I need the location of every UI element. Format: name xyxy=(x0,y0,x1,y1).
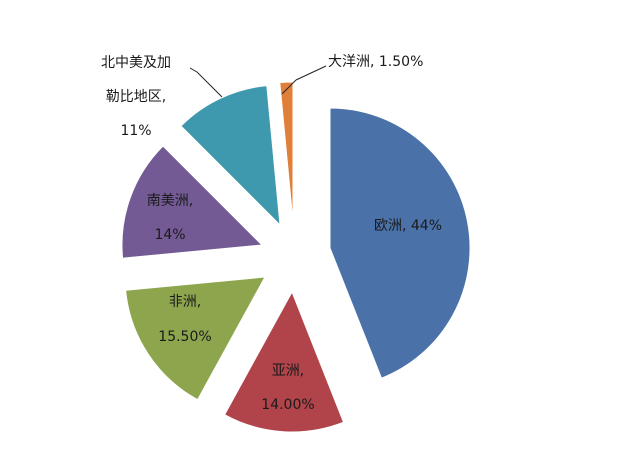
slice-europe xyxy=(329,107,471,379)
label-asia-name: 亚洲, xyxy=(272,363,304,379)
slice-north-america xyxy=(180,85,281,227)
slice-oceania xyxy=(279,81,294,223)
leader-line-north-america xyxy=(189,67,223,98)
slice-south-america xyxy=(121,145,264,259)
label-oceania: 大洋洲, 1.50% xyxy=(328,54,423,70)
pie-slices xyxy=(121,81,471,433)
slice-asia xyxy=(223,290,345,433)
label-africa-value: 15.50% xyxy=(158,329,211,345)
slice-africa xyxy=(125,276,266,401)
data-labels: 欧洲, 44% 亚洲, 14.00% 非洲, 15.50% 南美洲, 14% 北… xyxy=(101,54,442,413)
label-europe: 欧洲, 44% xyxy=(374,218,442,234)
label-north-america-line2: 勒比地区, xyxy=(106,89,166,105)
label-north-america-value: 11% xyxy=(120,123,151,139)
label-africa-name: 非洲, xyxy=(169,294,201,310)
leader-lines xyxy=(189,65,327,98)
label-south-america-name: 南美洲, xyxy=(147,193,193,209)
leader-line-oceania-b xyxy=(295,65,327,81)
label-asia-value: 14.00% xyxy=(261,397,314,413)
label-south-america-value: 14% xyxy=(154,227,185,243)
label-north-america-line1: 北中美及加 xyxy=(101,55,171,71)
leader-line-oceania xyxy=(281,79,297,95)
